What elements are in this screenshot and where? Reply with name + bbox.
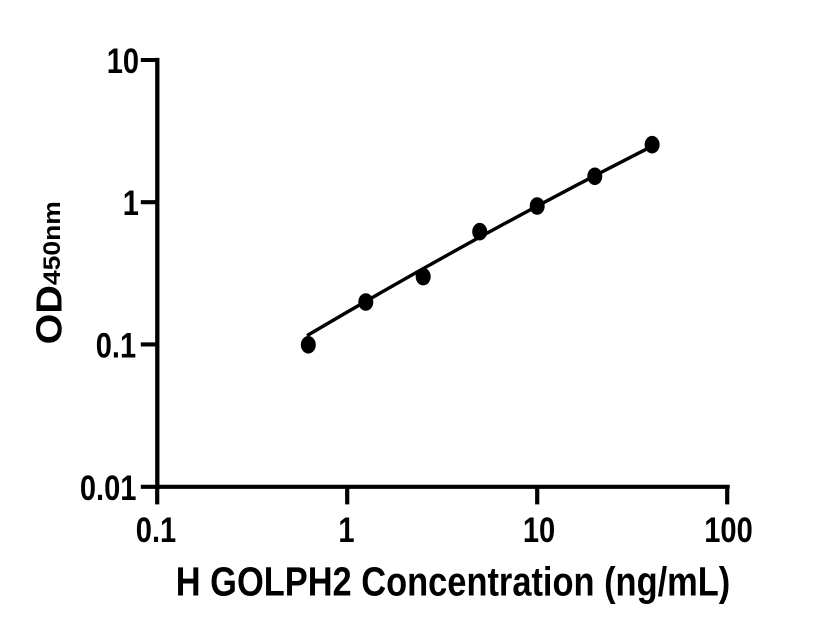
svg-text:0.1: 0.1 <box>96 326 136 365</box>
svg-text:1: 1 <box>338 510 354 549</box>
svg-text:1: 1 <box>123 184 139 223</box>
svg-text:10: 10 <box>523 510 555 549</box>
svg-text:0.1: 0.1 <box>136 510 176 549</box>
svg-text:10: 10 <box>107 41 139 80</box>
svg-text:0.01: 0.01 <box>80 468 137 507</box>
svg-text:100: 100 <box>704 510 752 549</box>
svg-text:H GOLPH2 Concentration (ng/mL): H GOLPH2 Concentration (ng/mL) <box>176 559 731 604</box>
svg-text:OD450nm: OD450nm <box>30 201 70 344</box>
